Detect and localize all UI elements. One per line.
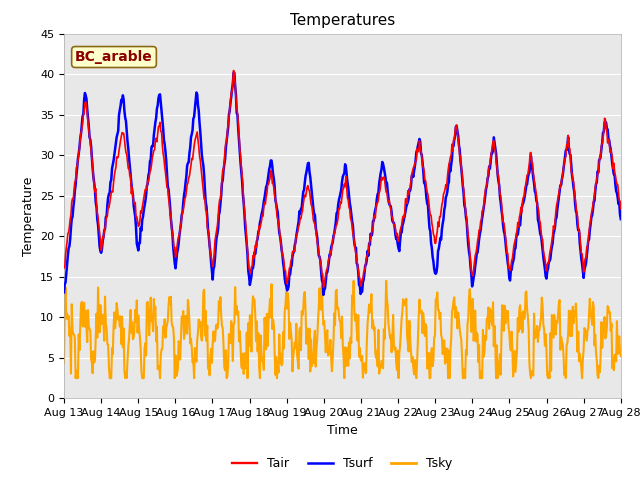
Tair [214, 223, 221, 229]
Tair [428, 220, 436, 226]
Line: Tsurf: Tsurf [64, 72, 621, 295]
Tsky [412, 370, 419, 375]
Tair [230, 68, 237, 73]
Tsky [617, 353, 625, 359]
Tsurf [412, 158, 419, 164]
Tair [127, 191, 135, 196]
Tsky [72, 375, 79, 381]
Tair [60, 265, 68, 271]
Legend: Tair, Tsurf, Tsky: Tair, Tsurf, Tsky [227, 452, 458, 475]
Tsurf [319, 292, 327, 298]
Line: Tair: Tair [64, 71, 621, 288]
Tsurf [617, 216, 625, 222]
Tair [412, 159, 419, 165]
Tair [617, 206, 625, 212]
Tsurf [214, 231, 221, 237]
Tsky [60, 360, 68, 366]
Tsurf [70, 198, 78, 204]
Tsky [214, 321, 222, 327]
Tsky [70, 332, 78, 337]
X-axis label: Time: Time [327, 424, 358, 437]
Tsky [128, 319, 136, 325]
Tsky [350, 278, 358, 284]
Title: Temperatures: Temperatures [290, 13, 395, 28]
Line: Tsky: Tsky [64, 281, 621, 378]
Tsky [428, 345, 436, 351]
Tsurf [60, 289, 68, 295]
Tsurf [230, 70, 237, 75]
Tair [319, 285, 327, 290]
Tsky [185, 304, 193, 310]
Tsurf [127, 180, 135, 186]
Tair [184, 180, 192, 186]
Tsurf [428, 245, 436, 251]
Text: BC_arable: BC_arable [75, 50, 153, 64]
Tair [70, 187, 78, 192]
Y-axis label: Temperature: Temperature [22, 176, 35, 256]
Tsurf [184, 160, 192, 166]
